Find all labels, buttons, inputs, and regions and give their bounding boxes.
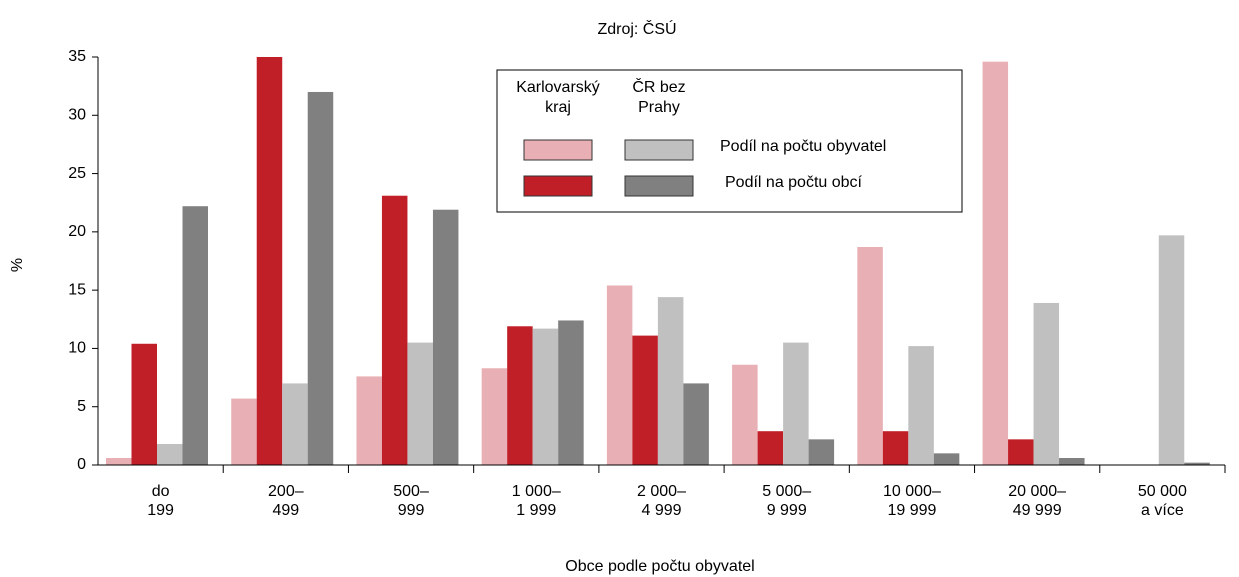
x-tick-label: 500– (393, 483, 429, 500)
legend-swatch (624, 139, 694, 161)
bar (282, 383, 308, 465)
bar (182, 206, 208, 465)
x-tick-label: 4 999 (641, 502, 681, 519)
y-tick-label: 10 (68, 340, 86, 357)
bar (908, 346, 934, 465)
legend-row-label: Podíl na počtu obcí (725, 174, 863, 191)
x-tick-label: 49 999 (1013, 502, 1062, 519)
bar (1033, 302, 1060, 465)
bar (882, 431, 909, 465)
bar (532, 328, 559, 465)
x-tick-label: 19 999 (887, 502, 936, 519)
bar (231, 398, 257, 465)
x-tick-label: 2 000– (637, 483, 686, 500)
x-tick-label: 200– (268, 483, 304, 500)
chart-title: Zdroj: ČSÚ (597, 19, 676, 38)
y-tick-label: 5 (77, 398, 86, 415)
x-tick-label: a více (1141, 502, 1184, 519)
legend-column-label: ČR bez (632, 77, 685, 96)
legend-row-label: Podíl na počtu obyvatel (720, 138, 886, 155)
x-tick-label: do (152, 483, 170, 500)
x-axis-label: Obce podle počtu obyvatel (565, 558, 754, 575)
bar (982, 61, 1009, 466)
bar (106, 458, 132, 465)
x-tick-label: 20 000– (1008, 483, 1066, 500)
bar (657, 297, 684, 465)
y-tick-label: 0 (77, 456, 86, 473)
y-tick-label: 20 (68, 223, 86, 240)
x-tick-label: 1 000– (512, 483, 561, 500)
bar (307, 91, 334, 465)
legend-column-label: kraj (545, 99, 571, 116)
legend-swatch (523, 175, 593, 197)
bar (1008, 439, 1034, 465)
x-tick-label: 9 999 (767, 502, 807, 519)
x-tick-label: 1 999 (516, 502, 556, 519)
bar (1059, 458, 1085, 465)
bar (606, 285, 633, 465)
y-tick-label: 25 (68, 165, 86, 182)
y-axis-label: % (9, 258, 26, 272)
x-tick-label: 10 000– (883, 483, 941, 500)
bar (256, 57, 283, 465)
bar (857, 247, 883, 465)
bar (757, 431, 784, 465)
x-tick-label: 499 (272, 502, 299, 519)
legend-column-label: Prahy (638, 99, 680, 116)
y-tick-label: 15 (68, 281, 86, 298)
bar (381, 195, 408, 465)
bar (558, 320, 584, 465)
bar (157, 444, 183, 465)
bar (481, 368, 508, 465)
x-tick-label: 50 000 (1138, 483, 1187, 500)
x-tick-label: 199 (147, 502, 174, 519)
bar (507, 326, 533, 465)
bar (356, 376, 382, 465)
bar (808, 439, 835, 465)
x-tick-label: 5 000– (762, 483, 811, 500)
x-tick-label: 999 (398, 502, 425, 519)
bar (432, 209, 459, 465)
bar (933, 453, 960, 465)
bar (131, 343, 157, 465)
bar (632, 335, 658, 465)
y-tick-label: 35 (68, 48, 86, 65)
y-tick-label: 30 (68, 107, 86, 124)
bar (683, 383, 709, 465)
legend-swatch (523, 139, 593, 161)
legend-column-label: Karlovarský (516, 79, 600, 96)
bar (1158, 235, 1185, 465)
bar (732, 364, 758, 465)
legend-swatch (624, 175, 694, 197)
bar (783, 342, 809, 465)
bar (1184, 462, 1210, 465)
bar (407, 342, 433, 465)
